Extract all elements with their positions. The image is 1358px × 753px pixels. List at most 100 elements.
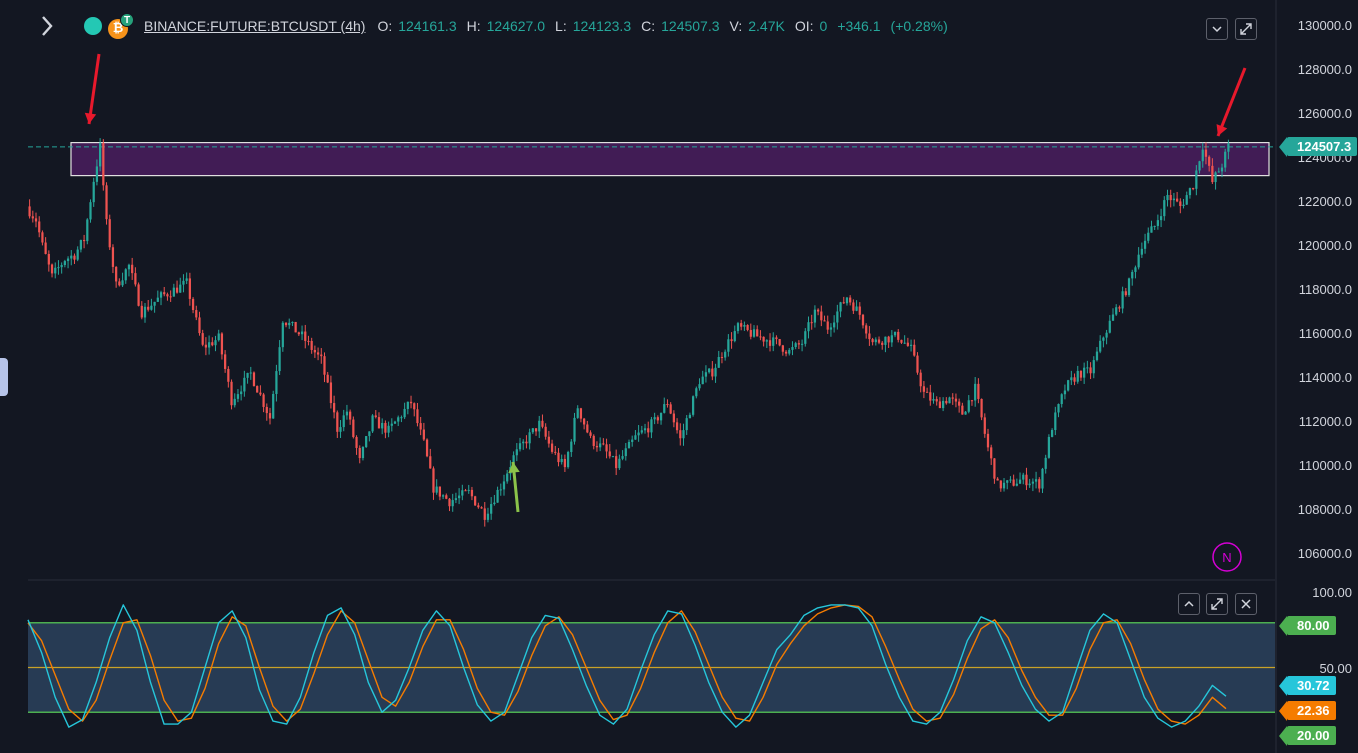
candle-body: [621, 456, 624, 459]
price-tick-128000: 128000.0: [1297, 62, 1352, 77]
resistance-zone-layer[interactable]: [28, 142, 1275, 177]
candle-body: [326, 374, 329, 383]
candle-body: [105, 185, 108, 220]
candle-body: [1038, 479, 1041, 489]
candle-body: [634, 435, 637, 440]
candle-body: [631, 439, 634, 442]
stoch-d-line: [27, 604, 1227, 725]
candle-body: [294, 321, 297, 333]
candle-body: [352, 419, 355, 438]
candle-body: [284, 322, 288, 326]
candle-body: [246, 372, 249, 378]
candle-body: [47, 253, 50, 265]
candle-body: [573, 417, 576, 442]
candle-body: [788, 349, 791, 354]
candle-body: [586, 424, 589, 433]
candle-body: [416, 409, 419, 424]
price-tick-114000: 114000.0: [1298, 370, 1352, 385]
candle-body: [198, 317, 201, 334]
candle-body: [579, 408, 583, 419]
symbol-title[interactable]: BINANCE:FUTURE:BTCUSDT (4h): [144, 18, 366, 34]
candle-body: [800, 343, 804, 345]
candle-body: [345, 411, 349, 416]
candle-body: [207, 342, 211, 348]
candle-body: [906, 342, 909, 346]
candle-body: [576, 408, 579, 418]
candle-body: [804, 331, 807, 344]
candle-body: [592, 435, 595, 446]
osc-move-up-button[interactable]: [1178, 593, 1200, 615]
candle-body: [1214, 172, 1217, 183]
candle-body: [143, 306, 147, 318]
candle-body: [480, 507, 483, 509]
candle-body: [195, 310, 198, 318]
candle-body: [1163, 200, 1166, 217]
candle-body: [528, 432, 531, 444]
n-badge-ring[interactable]: [1212, 542, 1242, 572]
candle-body: [708, 368, 711, 373]
candle-body: [1044, 457, 1047, 469]
candle-body: [1067, 380, 1070, 391]
candle-body: [640, 430, 643, 433]
candle-body: [1006, 480, 1009, 483]
candle-body: [1179, 201, 1182, 206]
candle-body: [650, 419, 653, 433]
candle-body: [727, 339, 730, 352]
candle-body: [1063, 390, 1067, 395]
candle-body: [663, 404, 666, 413]
price-axis[interactable]: 130000.0 128000.0 126000.0 124000.0 1220…: [1277, 0, 1358, 580]
candle-body: [323, 356, 326, 375]
osc-close-button[interactable]: [1235, 593, 1257, 615]
candle-body: [845, 297, 849, 304]
candle-body: [602, 443, 605, 445]
volume-value: 2.47K: [748, 18, 785, 34]
close-icon: [1241, 599, 1251, 609]
candle-body: [1198, 161, 1201, 171]
maximize-chart-button[interactable]: [1235, 18, 1257, 40]
candle-body: [50, 264, 54, 274]
candle-body: [993, 458, 996, 479]
candle-body: [278, 347, 281, 372]
price-tick-118000: 118000.0: [1298, 282, 1352, 297]
candle-body: [44, 242, 47, 254]
candle-body: [977, 383, 980, 399]
candle-body: [272, 393, 275, 419]
candle-body: [743, 324, 746, 327]
candle-body: [422, 429, 425, 440]
candle-body: [643, 428, 647, 431]
candle-body: [1192, 188, 1195, 190]
close-label: C:: [641, 18, 656, 34]
candle-body: [836, 311, 839, 323]
candle-body: [188, 278, 191, 299]
expand-icon: [1240, 23, 1252, 35]
candle-body: [909, 344, 913, 346]
candle-body: [797, 343, 801, 345]
candle-body: [1073, 377, 1076, 382]
candle-body: [563, 458, 567, 468]
candle-body: [1115, 307, 1118, 315]
osc-maximize-button[interactable]: [1206, 593, 1228, 615]
candle-body: [730, 339, 733, 342]
candle-body: [1204, 149, 1208, 157]
collapse-legend-button[interactable]: [1206, 18, 1228, 40]
candle-body: [499, 489, 502, 491]
candle-body: [861, 314, 865, 326]
candle-body: [544, 426, 547, 437]
candle-body: [1086, 367, 1089, 369]
candle-body: [685, 418, 688, 431]
candle-body: [140, 305, 143, 318]
candle-body: [893, 331, 897, 336]
chevron-right-icon[interactable]: [36, 12, 58, 40]
candle-body: [413, 403, 416, 410]
candle-body: [765, 340, 768, 342]
candle-body: [999, 480, 1002, 489]
candle-body: [1121, 291, 1124, 309]
annotation-arrows[interactable]: [84, 53, 1247, 513]
candle-body: [387, 425, 390, 433]
candle-body: [740, 323, 743, 327]
candle-body: [400, 417, 403, 419]
panel-collapse-handle[interactable]: [0, 358, 8, 396]
candle-body: [525, 441, 528, 444]
oscillator-axis[interactable]: 100.00 50.00 80.00 30.72 22.36 20.00: [1277, 581, 1358, 753]
